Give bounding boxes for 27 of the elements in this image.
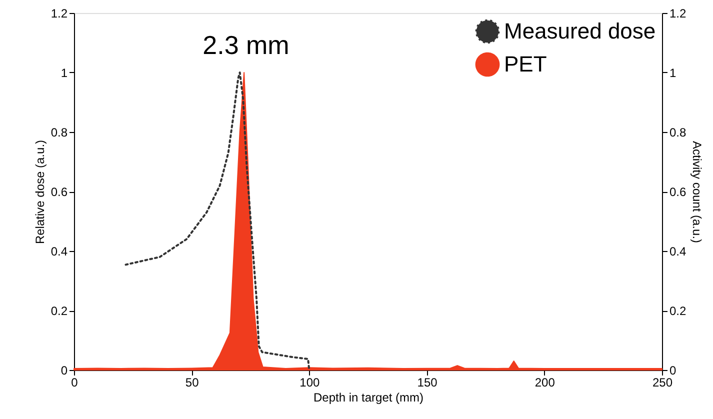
annotation: 2.3 mm: [202, 30, 290, 60]
y2-tick-label: 0.2: [670, 304, 687, 318]
y2-tick-label: 0: [670, 364, 676, 378]
y2-tick-label: 0.8: [670, 126, 687, 140]
y-tick-label: 1: [60, 66, 68, 80]
x-tick-label: 50: [185, 376, 200, 390]
y-tick-label: 0.6: [50, 185, 68, 199]
y2-axis-title: Activity count (a.u.): [690, 140, 704, 244]
y2-tick-label: 0.4: [670, 244, 687, 258]
y2-tick-label: 0.6: [670, 185, 687, 199]
y-tick-label: 0.4: [50, 244, 68, 258]
x-tick-label: 250: [652, 376, 673, 390]
x-tick-label: 100: [300, 376, 320, 390]
y-tick-label: 0.8: [50, 126, 68, 140]
y-tick-label: 1.2: [50, 6, 68, 20]
x-axis-title: Depth in target (mm): [313, 390, 424, 404]
y2-tick-label: 1: [670, 66, 676, 80]
x-tick-label: 0: [71, 376, 78, 390]
y2-tick-label: 1.2: [670, 6, 687, 20]
x-tick-label: 150: [417, 376, 438, 390]
legend-label: PET: [504, 52, 547, 76]
y-tick-label: 0.2: [50, 304, 68, 318]
y-tick-label: 0: [60, 364, 68, 378]
line-series: [124, 72, 310, 371]
y-axis-title: Relative dose (a.u.): [32, 140, 47, 244]
x-tick-label: 200: [534, 376, 556, 390]
legend-label: Measured dose: [504, 18, 656, 44]
